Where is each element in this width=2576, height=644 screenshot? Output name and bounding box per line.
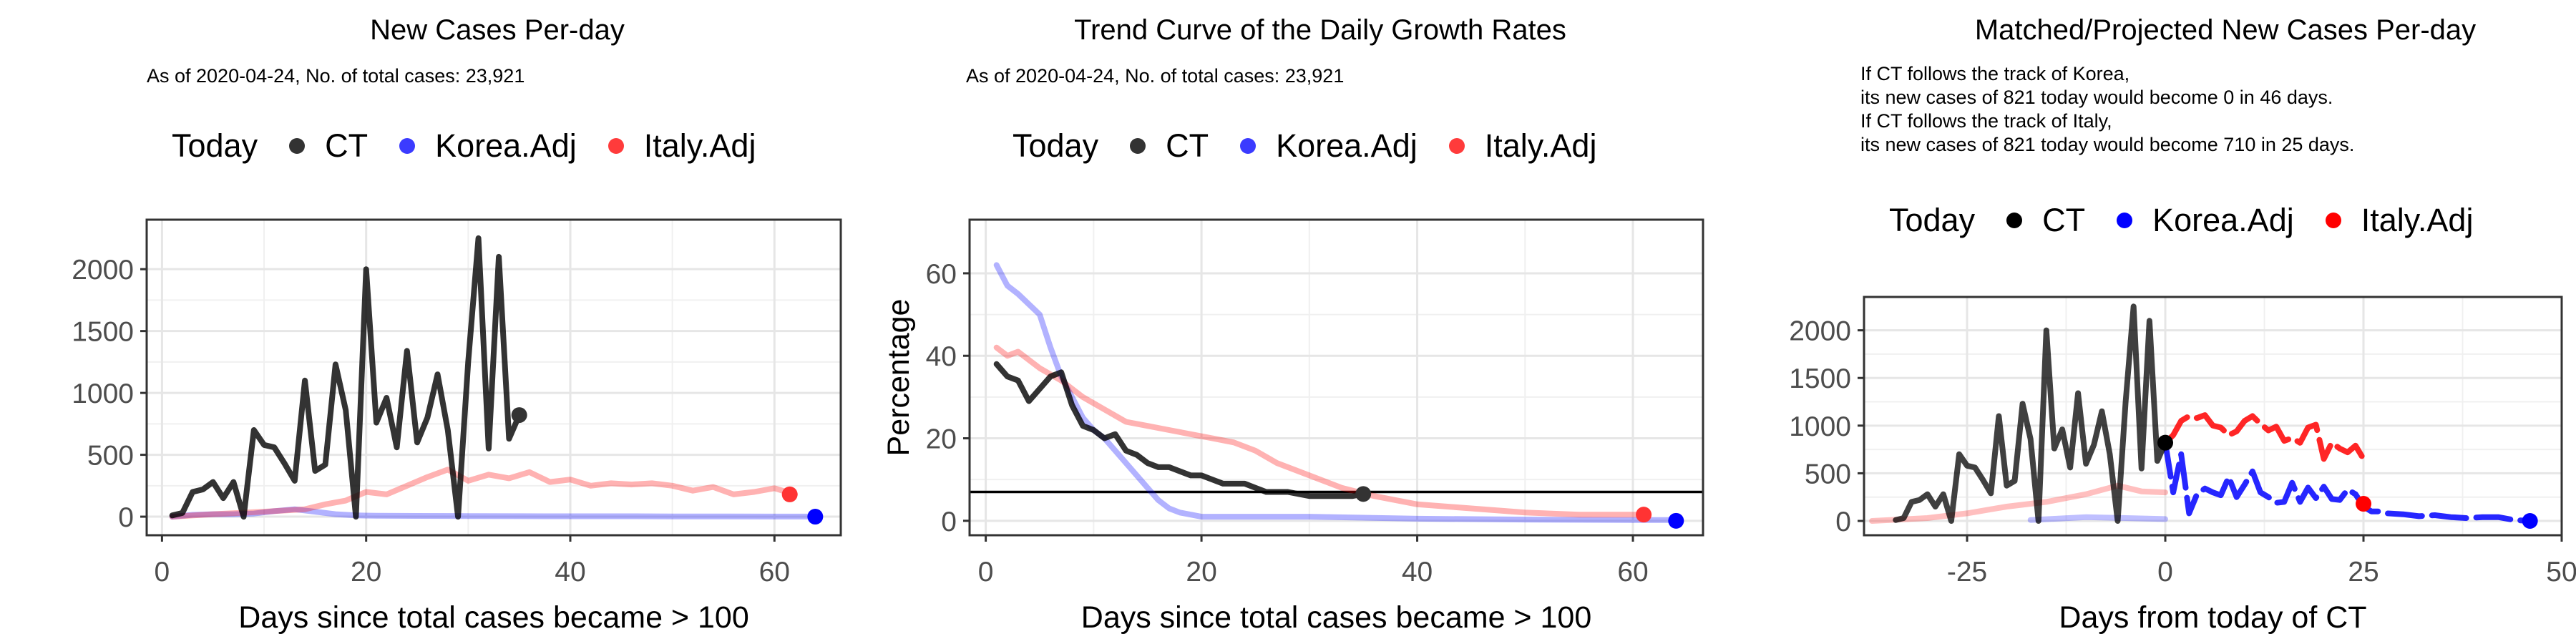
- x-tick-label: 0: [978, 557, 994, 587]
- y-tick-label: 2000: [72, 255, 134, 286]
- series-line-korea-adj: [993, 262, 1679, 523]
- legend-title: Today: [1013, 127, 1099, 164]
- today-point-ct: [511, 407, 527, 424]
- subtitle-line: If CT follows the track of Italy,: [1860, 110, 2112, 132]
- y-tick-label: 20: [926, 424, 957, 455]
- x-tick-label: 50: [2546, 557, 2576, 587]
- today-point-korea-adj: [1668, 512, 1684, 529]
- plot-border: [968, 218, 1704, 537]
- panel-new-cases: New Cases Per-day As of 2020-04-24, No. …: [0, 0, 852, 644]
- legend-label-korea: Korea.Adj: [2152, 202, 2294, 238]
- legend-label-italy: Italy.Adj: [643, 127, 756, 164]
- y-tick-label: 0: [1835, 507, 1851, 537]
- chart-plot-area: 0 20 40 60 0 500 1000 1500 2000 Days since total …: [72, 218, 842, 635]
- x-tick-label: 0: [155, 557, 170, 587]
- y-tick-label: 0: [941, 507, 957, 537]
- x-axis-title: Days from today of CT: [2059, 600, 2366, 635]
- series-line-korea-adj-projected: [2162, 439, 2533, 524]
- x-axis-title: Days since total cases became > 100: [1081, 600, 1591, 635]
- series-line-korea-adj: [169, 506, 819, 520]
- today-point-italy-adj: [2356, 496, 2372, 512]
- legend-dot-ct: [289, 138, 306, 154]
- legend-label-korea: Korea.Adj: [435, 127, 577, 164]
- legend-dot-korea: [2117, 213, 2133, 228]
- y-tick-label: 500: [1805, 459, 1851, 489]
- legend-dot-korea: [399, 138, 416, 154]
- x-tick-label: 20: [1186, 557, 1216, 587]
- x-tick-label: 60: [1617, 557, 1648, 587]
- y-tick-label: 500: [87, 441, 134, 472]
- plot-border: [1863, 296, 2563, 537]
- today-point-korea-adj: [807, 509, 824, 525]
- legend-label-ct: CT: [2042, 202, 2086, 238]
- legend-label-ct: CT: [1166, 127, 1209, 164]
- series-line-italy-adj: [169, 467, 798, 520]
- legend-label-italy: Italy.Adj: [1484, 127, 1597, 164]
- x-axis-title: Days since total cases became > 100: [238, 600, 748, 635]
- legend-dot-italy: [608, 138, 624, 154]
- legend-dot-italy: [2325, 213, 2341, 228]
- subtitle-line: If CT follows the track of Korea,: [1860, 63, 2130, 84]
- y-tick-label: 1500: [1789, 364, 1851, 394]
- x-tick-label: -25: [1947, 557, 1987, 587]
- legend-label-ct: CT: [325, 127, 369, 164]
- legend: Today CT Korea.Adj Italy.Adj: [1013, 127, 1628, 165]
- legend-dot-ct: [2006, 213, 2023, 228]
- today-point-italy-adj: [1636, 507, 1652, 523]
- chart-title: Trend Curve of the Daily Growth Rates: [1074, 14, 1566, 46]
- panel-projected-cases: Matched/Projected New Cases Per-day If C…: [1710, 0, 2576, 644]
- plot-border: [145, 218, 842, 537]
- legend-title: Today: [1889, 202, 1976, 238]
- y-tick-label: 0: [118, 502, 134, 533]
- subtitle-line: its new cases of 821 today would become …: [1860, 87, 2333, 108]
- series-line-italy-adj: [1869, 482, 2168, 524]
- series-line-italy-adj-projected: [2162, 412, 2366, 462]
- legend-label-italy: Italy.Adj: [2361, 202, 2474, 238]
- chart-subtitle: As of 2020-04-24, No. of total cases: 23…: [147, 65, 525, 87]
- legend: Today CT Korea.Adj Italy.Adj: [1889, 202, 2504, 239]
- chart-subtitle: As of 2020-04-24, No. of total cases: 23…: [966, 65, 1345, 87]
- legend-dot-italy: [1448, 138, 1465, 154]
- series-line-korea-adj: [2027, 514, 2168, 523]
- x-tick-label: 40: [1402, 557, 1433, 587]
- x-tick-label: 60: [759, 557, 790, 587]
- today-point-ct: [2157, 434, 2174, 451]
- subtitle-line: its new cases of 821 today would become …: [1860, 134, 2355, 155]
- today-point-korea-adj: [2522, 513, 2538, 530]
- series-line-ct: [169, 235, 522, 520]
- legend-label-korea: Korea.Adj: [1276, 127, 1418, 164]
- y-tick-label: 60: [926, 259, 957, 290]
- legend-dot-korea: [1240, 138, 1257, 154]
- legend-title: Today: [172, 127, 258, 164]
- y-axis-title: Percentage: [882, 299, 916, 457]
- series-line-ct: [993, 361, 1367, 499]
- chart-title: New Cases Per-day: [370, 14, 625, 46]
- y-tick-label: 1000: [72, 379, 134, 409]
- chart-plot-area: 0 20 40 60 0 20 40 60 Days since total cases bec…: [882, 218, 1704, 635]
- y-tick-label: 40: [926, 341, 957, 372]
- today-point-ct: [1355, 486, 1372, 502]
- y-tick-label: 2000: [1789, 316, 1851, 347]
- panel-growth-rates: Trend Curve of the Daily Growth Rates As…: [852, 0, 1710, 644]
- chart-title: Matched/Projected New Cases Per-day: [1974, 14, 2477, 46]
- y-tick-label: 1000: [1789, 411, 1851, 442]
- today-point-italy-adj: [781, 486, 798, 502]
- series-line-ct: [1893, 303, 2168, 524]
- x-tick-label: 40: [555, 557, 585, 587]
- chart-subtitle-block: If CT follows the track of Korea, its ne…: [1860, 62, 2354, 157]
- x-tick-label: 20: [351, 557, 381, 587]
- legend-dot-ct: [1130, 138, 1146, 154]
- x-tick-label: 0: [2157, 557, 2173, 587]
- x-tick-label: 25: [2348, 557, 2379, 587]
- legend: Today CT Korea.Adj Italy.Adj: [172, 127, 787, 165]
- y-tick-label: 1500: [72, 317, 134, 348]
